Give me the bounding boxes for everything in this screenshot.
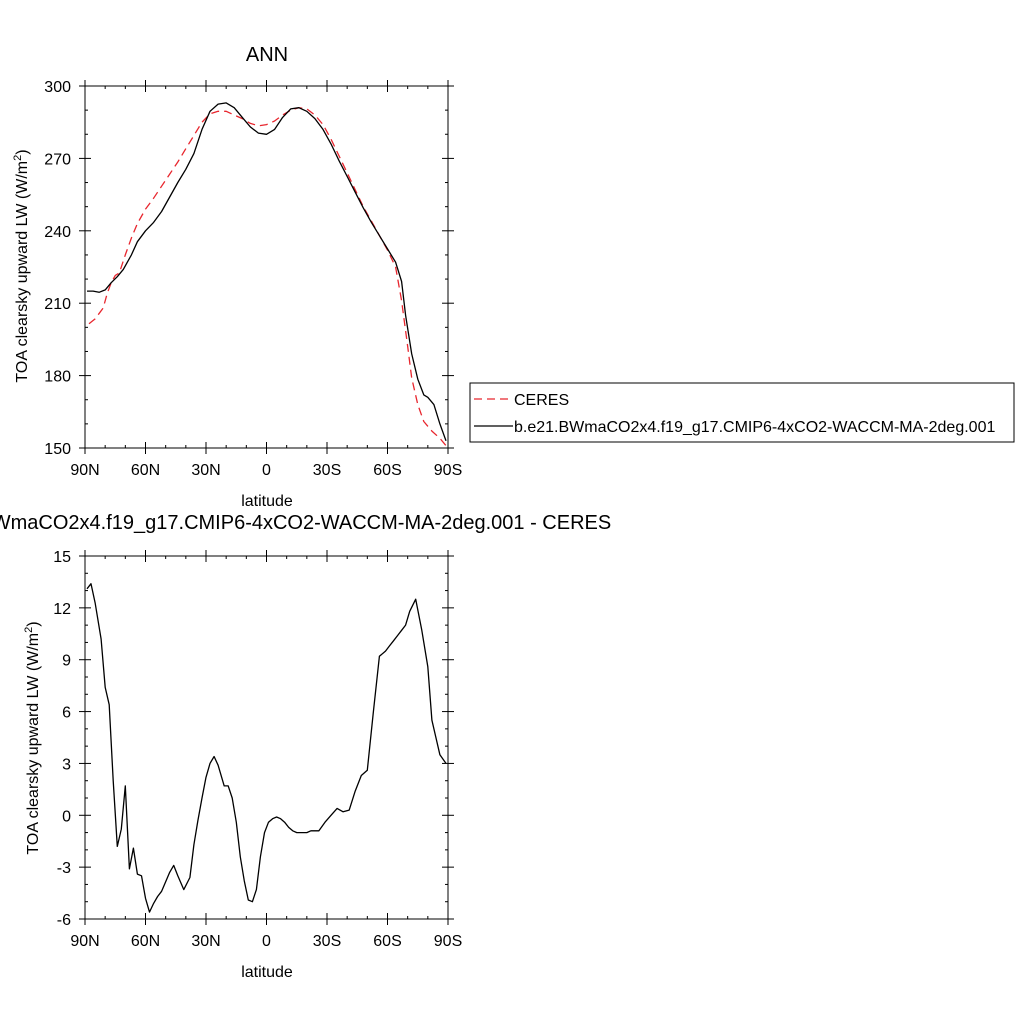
top-chart-panel: ANN 90N 60N 30N 0 30S 60S 90S 150 180 210 240 270 30… — [12, 44, 462, 510]
top-xtick-label: 0 — [262, 462, 271, 479]
bottom-xtick-label: 0 — [262, 933, 271, 950]
top-chart-title: ANN — [246, 44, 288, 66]
legend-label-ceres: CERES — [514, 392, 569, 409]
bottom-ytick-label: 9 — [62, 653, 71, 670]
bottom-chart-frame — [84, 555, 449, 920]
bottom-ytick-label: 6 — [62, 705, 71, 722]
top-chart-ylabel: TOA clearsky upward LW (W/m2) — [12, 149, 31, 382]
bottom-xtick-label: 30S — [313, 933, 341, 950]
top-xtick-label: 90N — [70, 462, 99, 479]
bottom-ytick-label: -6 — [57, 912, 71, 929]
top-chart-frame — [84, 85, 449, 449]
bottom-xtick-label: 90S — [434, 933, 462, 950]
top-xtick-label: 30S — [313, 462, 341, 479]
top-xtick-label: 30N — [191, 462, 220, 479]
bottom-chart-title: b.e21.BWmaCO2x4.f19_g17.CMIP6-4xCO2-WACC… — [0, 512, 611, 534]
bottom-chart-ticks — [79, 550, 454, 925]
bottom-xtick-label: 90N — [70, 933, 99, 950]
bottom-ytick-label: 3 — [62, 756, 71, 773]
legend-label-model: b.e21.BWmaCO2x4.f19_g17.CMIP6-4xCO2-WACC… — [514, 419, 995, 436]
top-ytick-label: 210 — [44, 296, 71, 313]
bottom-ytick-label: 15 — [53, 549, 71, 566]
top-xtick-label: 60N — [131, 462, 160, 479]
legend-box — [469, 382, 1015, 443]
top-ytick-label: 240 — [44, 224, 71, 241]
bottom-chart-panel: b.e21.BWmaCO2x4.f19_g17.CMIP6-4xCO2-WACC… — [0, 512, 611, 981]
bottom-ytick-label: 12 — [53, 601, 71, 618]
top-ytick-label: 270 — [44, 151, 71, 168]
bottom-ytick-label: -3 — [57, 860, 71, 877]
top-chart-xlabel: latitude — [241, 493, 293, 510]
top-ytick-label: 300 — [44, 79, 71, 96]
bottom-xtick-label: 60S — [373, 933, 401, 950]
bottom-series-line-0 — [86, 583, 447, 913]
bottom-chart-ylabel: TOA clearsky upward LW (W/m2) — [23, 621, 42, 854]
top-ytick-label: 150 — [44, 441, 71, 458]
bottom-chart-xlabel: latitude — [241, 964, 293, 981]
top-xtick-label: 90S — [434, 462, 462, 479]
top-ytick-label: 180 — [44, 369, 71, 386]
top-chart-series — [87, 102, 447, 447]
legend: CERES b.e21.BWmaCO2x4.f19_g17.CMIP6-4xCO… — [469, 382, 1015, 443]
top-series-line-0 — [88, 107, 447, 447]
bottom-ytick-label: 0 — [62, 808, 71, 825]
top-xtick-label: 60S — [373, 462, 401, 479]
bottom-chart-tick-labels: 90N 60N 30N 0 30S 60S 90S -6 -3 0 3 6 9 12 15 — [53, 549, 462, 950]
top-chart-tick-labels: 90N 60N 30N 0 30S 60S 90S 150 180 210 240 270 300 — [44, 79, 462, 479]
bottom-xtick-label: 30N — [191, 933, 220, 950]
bottom-chart-series — [86, 583, 447, 913]
top-series-line-1 — [87, 102, 447, 442]
bottom-xtick-label: 60N — [131, 933, 160, 950]
